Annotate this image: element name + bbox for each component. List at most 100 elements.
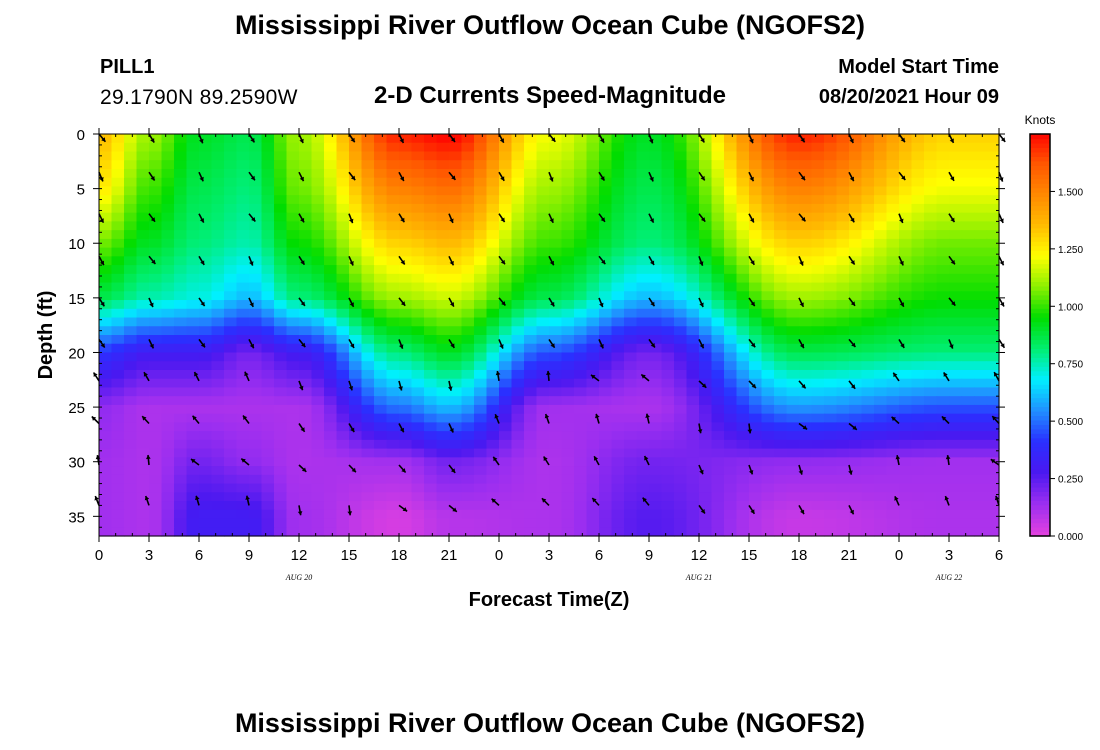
heat-cell: [836, 134, 850, 144]
colorbar-segment: [1030, 397, 1050, 403]
heat-cell: [899, 509, 913, 520]
heat-cell: [361, 335, 375, 345]
heat-cell: [361, 308, 375, 319]
heat-cell: [361, 300, 375, 310]
heat-cell: [961, 492, 975, 502]
heat-cell: [399, 186, 413, 196]
heat-cell: [499, 404, 513, 415]
heat-cell: [136, 387, 150, 397]
heat-cell: [186, 247, 200, 257]
heat-cell: [561, 448, 575, 458]
heat-cell: [511, 396, 525, 406]
heat-cell: [474, 308, 488, 319]
heat-cell: [461, 335, 475, 345]
colorbar-tick-label: 0.000: [1058, 532, 1083, 543]
heat-cell: [311, 134, 325, 144]
colorbar-segment: [1030, 214, 1050, 220]
heat-cell: [886, 387, 900, 397]
arrow-head: [848, 470, 853, 475]
heat-cell: [261, 439, 275, 450]
heat-cell: [724, 352, 738, 362]
current-arrow: [98, 171, 104, 182]
heat-cell: [424, 448, 438, 458]
heat-cell: [936, 422, 950, 432]
heat-cell: [936, 466, 950, 476]
heat-cell: [699, 378, 713, 389]
heat-cell: [574, 134, 588, 144]
current-arrow: [298, 338, 306, 348]
arrow-head: [641, 374, 646, 379]
current-arrow: [144, 495, 150, 506]
heat-cell: [199, 369, 213, 380]
heat-cell: [361, 238, 375, 249]
heat-cell: [936, 361, 950, 371]
heat-cell: [186, 335, 200, 345]
heat-cell: [774, 509, 788, 520]
heat-cell: [324, 238, 338, 249]
heat-cell: [749, 168, 763, 179]
current-arrow: [297, 505, 303, 516]
heat-cell: [799, 518, 813, 528]
current-arrow: [398, 464, 407, 474]
heat-cell: [361, 212, 375, 222]
heat-cell: [149, 518, 163, 528]
heat-cell: [499, 527, 513, 537]
heat-cell: [749, 151, 763, 161]
heat-cell: [649, 300, 663, 310]
colorbar-segment: [1030, 410, 1050, 416]
heat-cell: [886, 177, 900, 188]
current-arrow: [748, 255, 755, 266]
heat-cell: [524, 195, 538, 205]
heat-cell: [261, 221, 275, 231]
heat-cell: [361, 431, 375, 441]
heat-cell: [824, 273, 838, 284]
current-arrow: [948, 297, 956, 307]
heat-cell: [99, 265, 113, 275]
heat-cell: [174, 396, 188, 406]
heat-cell: [336, 466, 350, 476]
heat-cell: [349, 474, 363, 485]
heat-cell: [774, 466, 788, 476]
heat-cell: [286, 431, 300, 441]
heat-cell: [486, 369, 500, 380]
heat-cell: [736, 221, 750, 231]
chart-subtitle: 2-D Currents Speed-Magnitude: [373, 82, 727, 109]
heat-cell: [161, 361, 175, 371]
heat-cell: [586, 186, 600, 196]
heat-cell: [511, 151, 525, 161]
heat-cell: [374, 317, 388, 327]
heat-cell: [674, 151, 688, 161]
heat-cell: [436, 168, 450, 179]
heat-cell: [861, 308, 875, 319]
heat-cell: [399, 413, 413, 423]
current-arrow: [948, 213, 956, 223]
heat-cell: [199, 352, 213, 362]
heat-cell: [536, 404, 550, 415]
heat-cell: [124, 230, 138, 240]
heat-cell: [124, 361, 138, 371]
heat-cell: [136, 221, 150, 231]
heat-cell: [836, 160, 850, 170]
heat-cell: [99, 186, 113, 196]
heat-cell: [924, 300, 938, 310]
heat-cell: [149, 422, 163, 432]
heat-cell: [649, 317, 663, 327]
current-arrow: [748, 504, 756, 515]
heat-cell: [149, 151, 163, 161]
arrow-head: [541, 498, 547, 503]
heat-cell: [811, 308, 825, 319]
heat-cell: [949, 168, 963, 179]
heat-cell: [174, 291, 188, 301]
heat-cell: [486, 466, 500, 476]
y-tick-label: 35: [68, 509, 85, 526]
current-arrow: [448, 171, 457, 181]
heat-cell: [911, 404, 925, 415]
heat-cell: [761, 308, 775, 319]
heat-cell: [961, 518, 975, 528]
heat-cell: [524, 369, 538, 380]
heat-cell: [499, 396, 513, 406]
heat-cell: [861, 466, 875, 476]
chart-title-top: Mississippi River Outflow Ocean Cube (NG…: [234, 10, 866, 40]
heat-cell: [861, 134, 875, 144]
colorbar-segment: [1030, 223, 1050, 229]
